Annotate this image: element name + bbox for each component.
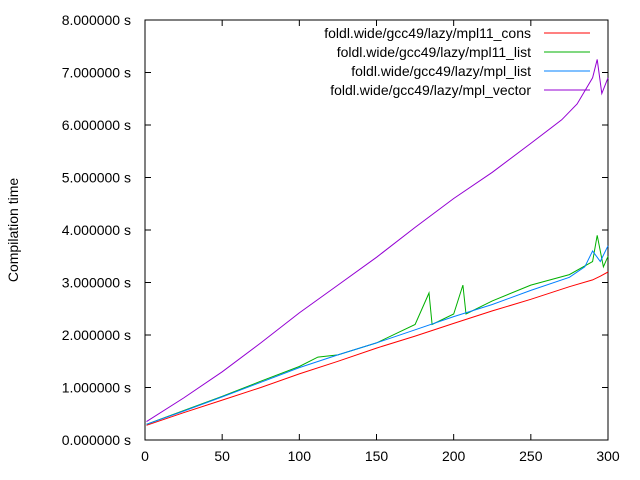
x-tick-label: 300	[596, 448, 620, 464]
series-lines	[146, 59, 609, 426]
x-tick-label: 100	[288, 448, 312, 464]
legend-label: foldl.wide/gcc49/lazy/mpl_list	[351, 63, 531, 79]
y-tick-label: 8.000000 s	[62, 12, 131, 28]
series-line-2	[146, 235, 609, 425]
legend-label: foldl.wide/gcc49/lazy/mpl11_list	[337, 44, 531, 60]
x-tick-label: 150	[365, 448, 389, 464]
y-tick-label: 5.000000 s	[62, 170, 131, 186]
x-tick-label: 50	[214, 448, 230, 464]
series-line-1	[146, 271, 609, 426]
x-tick-label: 250	[519, 448, 543, 464]
y-tick-label: 4.000000 s	[62, 222, 131, 238]
y-tick-label: 0.000000 s	[62, 432, 131, 448]
y-tick-label: 6.000000 s	[62, 117, 131, 133]
legend-label: foldl.wide/gcc49/lazy/mpl11_cons	[324, 25, 531, 41]
series-line-4	[146, 59, 609, 423]
y-tick-label: 1.000000 s	[62, 380, 131, 396]
series-line-3	[146, 245, 609, 425]
y-tick-label: 7.000000 s	[62, 65, 131, 81]
x-axis-ticks: 0 50 100 150 200 250 300	[141, 20, 620, 464]
y-axis-ticks: 0.000000 s 1.000000 s 2.000000 s 3.000000 s…	[62, 12, 608, 448]
y-tick-label: 3.000000 s	[62, 275, 131, 291]
legend: foldl.wide/gcc49/lazy/mpl11_cons foldl.wi…	[324, 25, 590, 98]
x-tick-label: 200	[442, 448, 466, 464]
x-tick-label: 0	[141, 448, 149, 464]
legend-label: foldl.wide/gcc49/lazy/mpl_vector	[330, 82, 531, 98]
y-axis-label: Compilation time	[5, 178, 21, 282]
y-tick-label: 2.000000 s	[62, 327, 131, 343]
